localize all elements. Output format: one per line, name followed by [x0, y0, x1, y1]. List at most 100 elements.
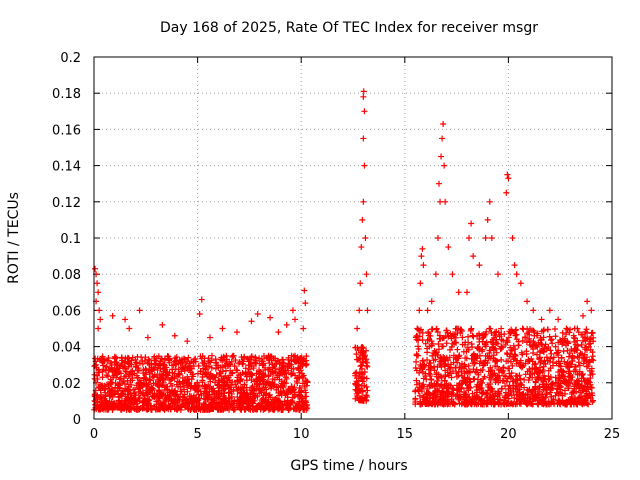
data-point: [476, 345, 483, 352]
data-point: [442, 372, 449, 379]
data-point: [477, 358, 484, 365]
data-point: [180, 380, 187, 387]
data-point: [424, 345, 431, 352]
data-point: [532, 366, 539, 373]
data-point: [361, 162, 368, 169]
data-point: [129, 377, 136, 384]
data-point: [243, 400, 250, 407]
data-point: [471, 356, 478, 363]
data-point: [234, 377, 241, 384]
data-point: [118, 354, 125, 361]
data-point: [422, 372, 429, 379]
data-point: [94, 392, 101, 399]
data-point: [584, 329, 591, 336]
data-point: [115, 397, 122, 404]
data-point: [291, 316, 298, 323]
data-point: [94, 280, 101, 287]
data-point: [521, 384, 528, 391]
data-point: [456, 400, 463, 407]
data-point: [444, 398, 451, 405]
data-point: [520, 326, 527, 333]
data-point: [588, 389, 595, 396]
data-point: [563, 381, 570, 388]
data-point: [99, 374, 106, 381]
data-point: [420, 262, 427, 269]
data-point: [503, 189, 510, 196]
data-point: [565, 353, 572, 360]
data-point: [262, 366, 269, 373]
data-point: [356, 369, 363, 376]
data-point: [539, 391, 546, 398]
data-point: [553, 389, 560, 396]
y-tick-label: 0.14: [52, 160, 81, 175]
data-point: [164, 385, 171, 392]
data-point: [254, 406, 261, 413]
data-point: [295, 393, 302, 400]
data-point: [476, 332, 483, 339]
data-point: [541, 372, 548, 379]
data-point: [137, 377, 144, 384]
data-point: [185, 354, 192, 361]
data-point: [364, 307, 371, 314]
data-point: [492, 339, 499, 346]
data-point: [441, 356, 448, 363]
data-point: [291, 384, 298, 391]
data-point: [526, 335, 533, 342]
data-point: [100, 366, 107, 373]
data-point: [196, 311, 203, 318]
data-point: [240, 387, 247, 394]
data-point: [582, 336, 589, 343]
data-point: [538, 336, 545, 343]
data-point: [233, 367, 240, 374]
data-point: [519, 391, 526, 398]
data-point: [512, 332, 519, 339]
data-point: [285, 354, 292, 361]
data-point: [484, 400, 491, 407]
data-point: [180, 365, 187, 372]
data-point: [413, 351, 420, 358]
y-tick-label: 0.04: [52, 341, 81, 356]
data-point: [589, 398, 596, 405]
data-point: [143, 367, 150, 374]
data-point: [92, 265, 99, 272]
data-point: [498, 356, 505, 363]
data-point: [107, 392, 114, 399]
data-point: [118, 370, 125, 377]
data-point: [492, 332, 499, 339]
data-point: [140, 370, 147, 377]
data-point: [288, 361, 295, 368]
data-point: [452, 334, 459, 341]
data-point: [483, 399, 490, 406]
data-point: [574, 377, 581, 384]
data-point: [433, 381, 440, 388]
data-point: [150, 380, 157, 387]
data-point: [136, 383, 143, 390]
data-point: [454, 346, 461, 353]
data-point: [175, 371, 182, 378]
data-point: [502, 341, 509, 348]
data-point: [426, 399, 433, 406]
data-point: [484, 216, 491, 223]
data-point: [546, 307, 553, 314]
data-point: [92, 355, 99, 362]
data-point: [512, 372, 519, 379]
data-point: [570, 334, 577, 341]
data-point: [124, 354, 131, 361]
data-point: [437, 335, 444, 342]
data-point: [275, 384, 282, 391]
data-point: [553, 349, 560, 356]
data-point: [353, 351, 360, 358]
data-point: [241, 354, 248, 361]
data-point: [363, 347, 370, 354]
data-point: [559, 373, 566, 380]
data-point: [555, 397, 562, 404]
data-point: [109, 312, 116, 319]
data-point: [571, 347, 578, 354]
data-point: [465, 339, 472, 346]
data-point: [159, 321, 166, 328]
data-point: [205, 355, 212, 362]
data-point: [584, 298, 591, 305]
data-point: [216, 378, 223, 385]
data-point: [220, 382, 227, 389]
data-point: [525, 400, 532, 407]
